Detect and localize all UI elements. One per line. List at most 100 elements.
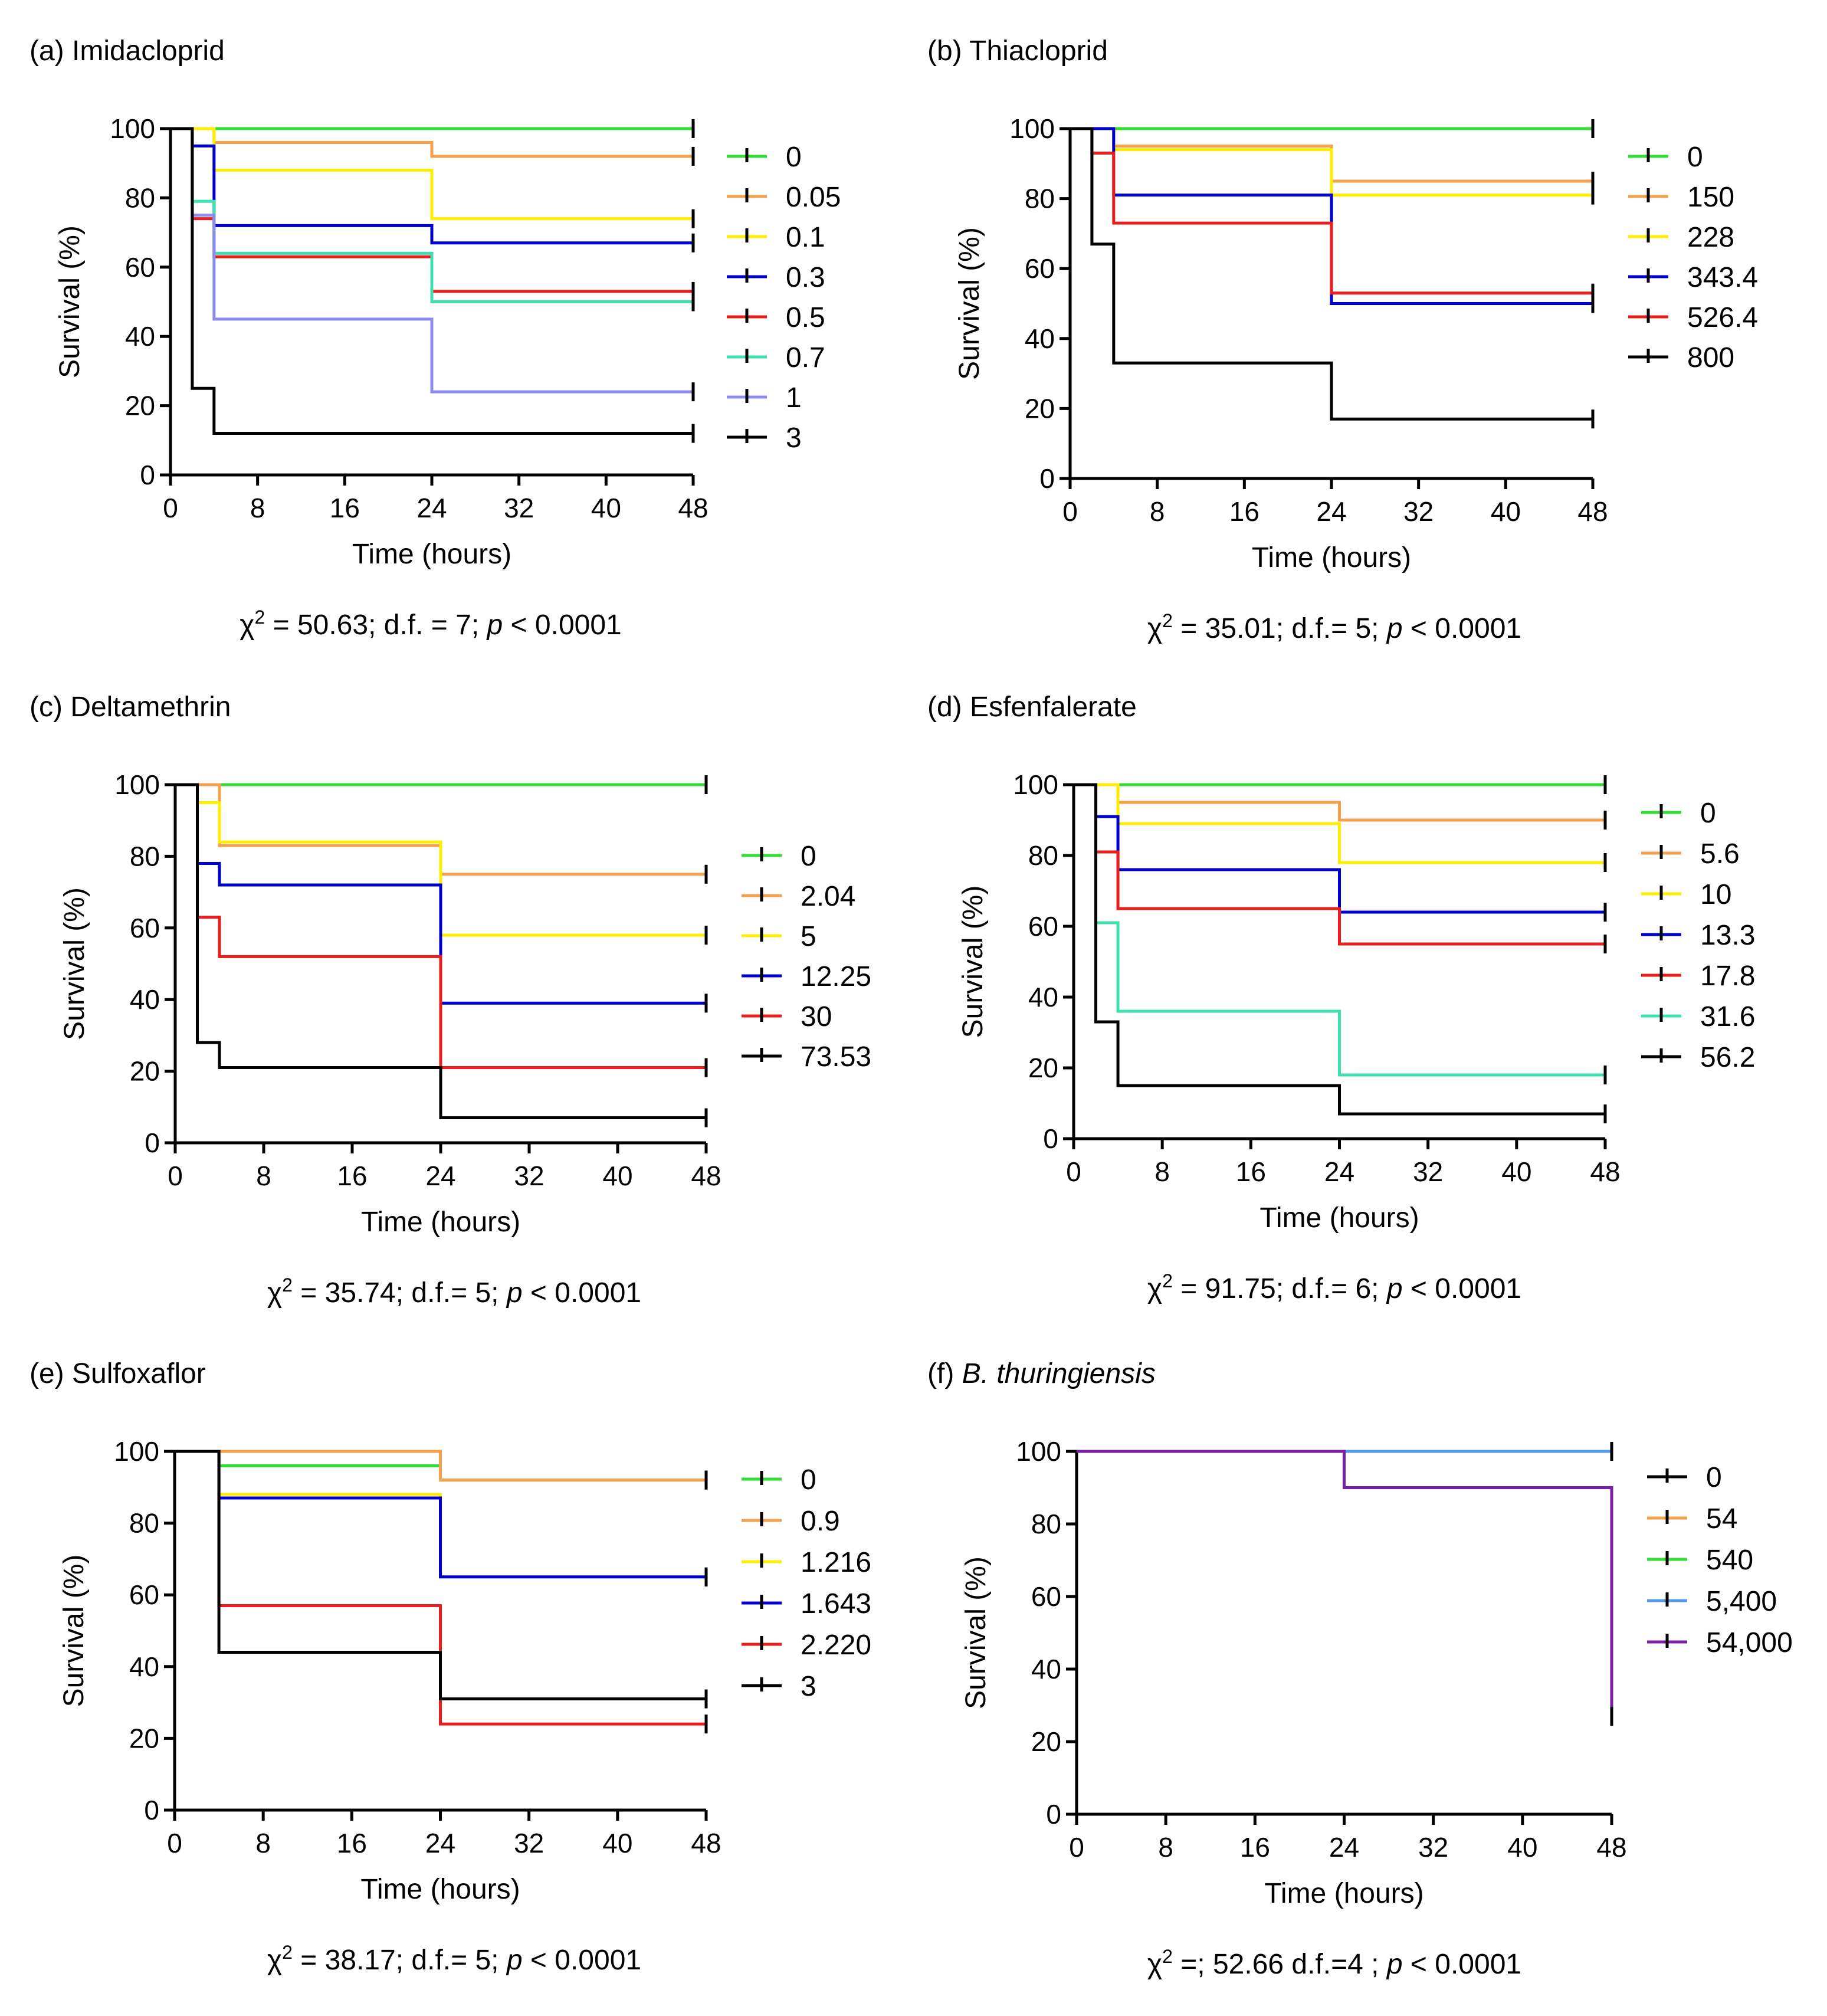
- y-tick-label: 20: [1028, 1053, 1058, 1083]
- stat-chi: χ: [240, 609, 254, 641]
- legend-label: 0: [1706, 1462, 1722, 1493]
- stat-p: p: [1386, 1949, 1403, 1980]
- x-tick-label: 8: [250, 493, 265, 523]
- panel-title-text: Thiacloprid: [969, 35, 1108, 67]
- legend-item-0: 0: [1647, 1462, 1722, 1493]
- x-tick-label: 40: [1501, 1156, 1531, 1187]
- x-axis-label: Time (hours): [361, 1207, 520, 1238]
- legend-item-54,000: 54,000: [1647, 1627, 1793, 1658]
- x-tick-label: 24: [425, 1828, 455, 1858]
- legend-item-1.216: 1.216: [742, 1547, 871, 1578]
- y-tick-label: 60: [1031, 1581, 1061, 1612]
- legend-item-5,400: 5,400: [1647, 1586, 1777, 1617]
- legend-label: 30: [801, 1001, 832, 1032]
- y-tick-label: 80: [130, 841, 160, 871]
- panel-title: (c) Deltamethrin: [29, 691, 231, 723]
- panel-title: (a) Imidacloprid: [29, 35, 225, 67]
- x-tick-label: 40: [602, 1828, 632, 1858]
- y-tick-label: 0: [1046, 1799, 1061, 1830]
- y-axis-label: Survival (%): [957, 886, 989, 1038]
- y-tick-label: 20: [125, 391, 155, 421]
- legend-item-0: 0: [742, 1464, 816, 1496]
- legend-label: 2.220: [801, 1630, 871, 1661]
- legend-label: 228: [1687, 222, 1734, 253]
- legend-label: 1: [786, 382, 802, 414]
- legend-label: 0: [801, 1464, 816, 1496]
- y-tick-label: 40: [1031, 1654, 1061, 1684]
- legend-item-56.2: 56.2: [1641, 1042, 1755, 1073]
- x-axis-label: Time (hours): [360, 1874, 520, 1905]
- stat-chi-sup: 2: [282, 1274, 293, 1296]
- legend-item-526.4: 526.4: [1628, 302, 1758, 333]
- x-tick-label: 0: [163, 493, 178, 523]
- y-tick-label: 60: [1025, 253, 1055, 284]
- stat-annotation: χ2 = 50.63; d.f. = 7; p < 0.0001: [240, 607, 621, 641]
- stat-annotation: χ2 = 38.17; d.f.= 5; p < 0.0001: [267, 1942, 641, 1976]
- legend-label: 10: [1700, 879, 1731, 910]
- x-tick-label: 16: [1236, 1156, 1266, 1187]
- y-tick-label: 60: [125, 252, 155, 283]
- stat-pre: = 50.63; d.f. = 7;: [265, 609, 487, 641]
- legend-label: 0.05: [786, 182, 841, 213]
- panel-prefix: (f): [927, 1358, 962, 1389]
- x-tick-label: 32: [1403, 496, 1434, 527]
- panel-prefix: (b): [927, 35, 969, 67]
- series-line-0.1: [170, 127, 693, 221]
- y-tick-label: 20: [1025, 393, 1055, 424]
- legend-label: 5.6: [1700, 838, 1740, 870]
- legend-item-5.6: 5.6: [1641, 838, 1740, 870]
- legend-label: 31.6: [1700, 1001, 1755, 1032]
- series-line-228: [1070, 127, 1593, 197]
- stat-chi-sup: 2: [1162, 1270, 1173, 1291]
- y-tick-label: 60: [1028, 911, 1058, 942]
- legend-item-3: 3: [742, 1671, 816, 1702]
- x-tick-label: 40: [591, 493, 621, 523]
- legend-item-5: 5: [742, 921, 816, 952]
- legend-item-0.7: 0.7: [727, 342, 825, 373]
- y-tick-label: 80: [129, 1508, 159, 1539]
- legend-item-0.9: 0.9: [742, 1506, 840, 1537]
- x-tick-label: 48: [691, 1828, 721, 1858]
- series-line-800: [1070, 127, 1593, 421]
- x-tick-label: 16: [330, 493, 360, 523]
- legend-item-0: 0: [727, 142, 802, 173]
- x-tick-label: 0: [167, 1828, 182, 1858]
- legend-item-0.5: 0.5: [727, 302, 825, 333]
- legend-label: 150: [1687, 182, 1734, 213]
- y-tick-label: 100: [114, 1436, 159, 1467]
- series-line-0.9: [175, 1450, 706, 1482]
- legend-label: 526.4: [1687, 302, 1758, 333]
- legend-item-150: 150: [1628, 182, 1734, 213]
- y-axis-label: Survival (%): [58, 1555, 90, 1707]
- x-tick-label: 32: [1413, 1156, 1443, 1187]
- x-tick-label: 48: [1577, 496, 1608, 527]
- x-axis-label: Time (hours): [1252, 542, 1411, 573]
- x-tick-label: 32: [504, 493, 534, 523]
- legend-item-0.05: 0.05: [727, 182, 841, 213]
- stat-p: p: [1386, 1273, 1403, 1304]
- panel-prefix: (a): [29, 35, 72, 67]
- y-tick-label: 40: [1028, 982, 1058, 1012]
- legend-label: 0: [1687, 142, 1703, 173]
- stat-chi-sup: 2: [1162, 1946, 1173, 1967]
- x-tick-label: 24: [1329, 1832, 1359, 1863]
- y-tick-label: 0: [145, 1127, 160, 1158]
- legend-item-0.3: 0.3: [727, 262, 825, 293]
- legend-label: 12.25: [801, 961, 871, 992]
- legend-item-31.6: 31.6: [1641, 1001, 1755, 1032]
- legend-item-2.04: 2.04: [742, 881, 855, 912]
- y-tick-label: 100: [114, 769, 160, 800]
- legend-label: 1.216: [801, 1547, 871, 1578]
- series-line-3: [170, 127, 693, 435]
- legend-label: 0.5: [786, 302, 825, 333]
- x-axis-label: Time (hours): [1259, 1202, 1419, 1234]
- panel-title: (b) Thiacloprid: [927, 35, 1108, 67]
- x-tick-label: 0: [1066, 1156, 1081, 1187]
- stat-chi: χ: [267, 1945, 282, 1976]
- stat-annotation: χ2 = 91.75; d.f.= 6; p < 0.0001: [1147, 1270, 1521, 1304]
- legend-label: 3: [801, 1671, 816, 1702]
